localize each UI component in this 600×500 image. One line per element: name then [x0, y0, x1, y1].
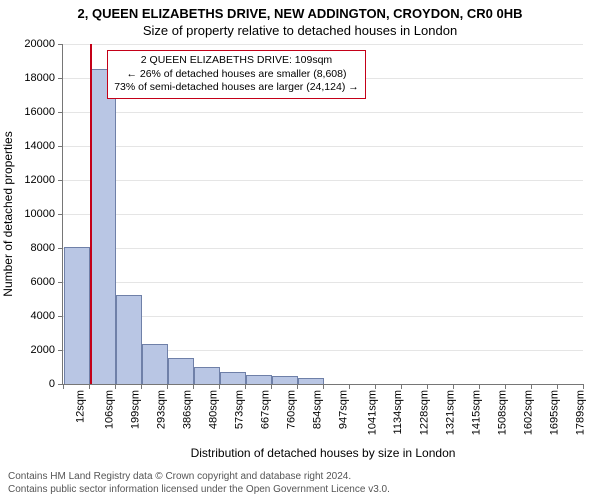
xtick-mark: [557, 384, 558, 389]
histogram-bar: [220, 372, 246, 384]
histogram-bar: [272, 376, 298, 384]
xtick-label: 854sqm: [312, 390, 324, 429]
xtick-mark: [63, 384, 64, 389]
xtick-label: 1695sqm: [549, 390, 561, 435]
xtick-mark: [297, 384, 298, 389]
xtick-mark: [115, 384, 116, 389]
xtick-label: 1041sqm: [367, 390, 379, 435]
annotation-line: 73% of semi-detached houses are larger (…: [114, 81, 359, 95]
xtick-label: 1134sqm: [392, 390, 404, 434]
histogram-bar: [64, 247, 90, 384]
property-annotation: 2 QUEEN ELIZABETHS DRIVE: 109sqm← 26% of…: [107, 50, 366, 99]
histogram-bar: [90, 69, 116, 385]
xtick-label: 1321sqm: [445, 390, 457, 435]
y-axis-label: Number of detached properties: [1, 131, 15, 296]
ytick-label: 16000: [24, 106, 63, 118]
xtick-label: 1415sqm: [471, 390, 483, 435]
histogram-bar: [194, 367, 220, 384]
xtick-mark: [271, 384, 272, 389]
ytick-label: 2000: [31, 344, 63, 356]
xtick-label: 386sqm: [182, 390, 194, 429]
xtick-label: 480sqm: [208, 390, 220, 429]
histogram-bar: [298, 378, 324, 384]
histogram-bar: [142, 344, 168, 384]
xtick-mark: [141, 384, 142, 389]
ytick-label: 10000: [24, 208, 63, 220]
gridline: [63, 146, 583, 147]
chart-plot-area: 0200040006000800010000120001400016000180…: [62, 44, 583, 385]
xtick-mark: [531, 384, 532, 389]
xtick-mark: [167, 384, 168, 389]
xtick-label: 1228sqm: [419, 390, 431, 435]
xtick-label: 1789sqm: [575, 390, 587, 435]
xtick-label: 199sqm: [130, 390, 142, 429]
xtick-mark: [427, 384, 428, 389]
xtick-mark: [453, 384, 454, 389]
xtick-label: 1602sqm: [523, 390, 535, 435]
ytick-label: 6000: [31, 276, 63, 288]
x-axis-label: Distribution of detached houses by size …: [191, 446, 456, 460]
xtick-label: 106sqm: [104, 390, 116, 429]
gridline: [63, 248, 583, 249]
page-title: 2, QUEEN ELIZABETHS DRIVE, NEW ADDINGTON…: [0, 0, 600, 21]
footer-line-2: Contains public sector information licen…: [8, 484, 592, 497]
xtick-label: 760sqm: [286, 390, 298, 429]
annotation-line: ← 26% of detached houses are smaller (8,…: [114, 68, 359, 82]
histogram-bar: [116, 295, 142, 384]
ytick-label: 18000: [24, 72, 63, 84]
xtick-mark: [375, 384, 376, 389]
xtick-mark: [219, 384, 220, 389]
xtick-mark: [401, 384, 402, 389]
footer-attribution: Contains HM Land Registry data © Crown c…: [8, 471, 592, 496]
gridline: [63, 180, 583, 181]
xtick-label: 947sqm: [338, 390, 350, 429]
xtick-mark: [583, 384, 584, 389]
xtick-mark: [349, 384, 350, 389]
xtick-mark: [505, 384, 506, 389]
xtick-label: 667sqm: [260, 390, 272, 429]
gridline: [63, 44, 583, 45]
xtick-label: 1508sqm: [497, 390, 509, 435]
xtick-label: 293sqm: [156, 390, 168, 429]
page-subtitle: Size of property relative to detached ho…: [0, 21, 600, 42]
xtick-mark: [245, 384, 246, 389]
ytick-label: 20000: [24, 38, 63, 50]
ytick-label: 14000: [24, 140, 63, 152]
ytick-label: 0: [49, 378, 63, 390]
footer-line-1: Contains HM Land Registry data © Crown c…: [8, 471, 592, 484]
histogram-bar: [246, 375, 272, 385]
xtick-mark: [89, 384, 90, 389]
property-marker-line: [90, 44, 92, 384]
gridline: [63, 112, 583, 113]
xtick-mark: [479, 384, 480, 389]
xtick-label: 573sqm: [234, 390, 246, 429]
histogram-bar: [168, 358, 194, 385]
ytick-label: 12000: [24, 174, 63, 186]
ytick-label: 4000: [31, 310, 63, 322]
gridline: [63, 282, 583, 283]
annotation-line: 2 QUEEN ELIZABETHS DRIVE: 109sqm: [114, 54, 359, 68]
xtick-label: 12sqm: [75, 390, 87, 423]
gridline: [63, 214, 583, 215]
xtick-mark: [323, 384, 324, 389]
xtick-mark: [193, 384, 194, 389]
ytick-label: 8000: [31, 242, 63, 254]
